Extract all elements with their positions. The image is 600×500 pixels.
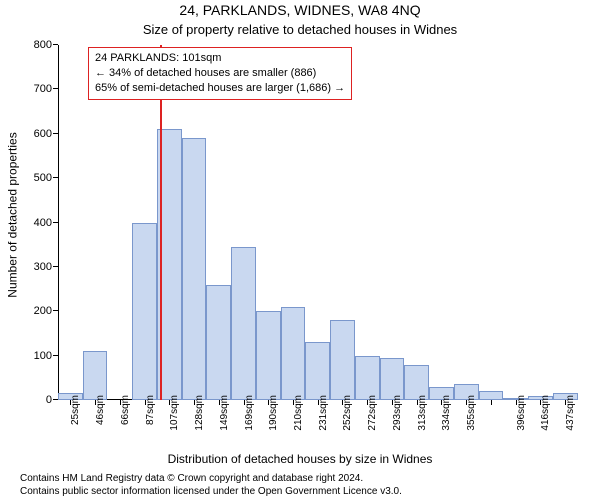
histogram-bar <box>355 356 380 400</box>
y-tick-label: 0 <box>46 394 58 406</box>
x-tick-label: 416sqm <box>540 395 551 431</box>
y-tick-label: 500 <box>34 172 58 184</box>
y-tick-mark <box>53 222 58 223</box>
histogram-bar <box>380 358 405 400</box>
chart-title: 24, PARKLANDS, WIDNES, WA8 4NQ <box>0 2 600 18</box>
histogram-bar <box>206 285 231 400</box>
y-tick-label: 300 <box>34 261 58 273</box>
histogram-bar <box>132 223 157 401</box>
y-tick-label: 700 <box>34 83 58 95</box>
x-tick-label: 272sqm <box>367 395 378 431</box>
y-tick-label: 600 <box>34 128 58 140</box>
y-tick-label: 800 <box>34 39 58 51</box>
annotation-line: ← 34% of detached houses are smaller (88… <box>95 66 345 81</box>
y-tick-mark <box>53 355 58 356</box>
x-tick-label: 107sqm <box>169 395 180 431</box>
x-tick-label: 87sqm <box>145 395 156 425</box>
x-tick-mark <box>491 400 492 405</box>
x-tick-label: 169sqm <box>244 395 255 431</box>
attribution: Contains HM Land Registry data © Crown c… <box>0 473 600 498</box>
y-tick-mark <box>53 133 58 134</box>
histogram-bar <box>231 247 256 400</box>
property-size-chart: 24, PARKLANDS, WIDNES, WA8 4NQ Size of p… <box>0 0 600 500</box>
y-axis-label: Number of detached properties <box>6 0 20 430</box>
y-tick-label: 200 <box>34 305 58 317</box>
x-tick-label: 25sqm <box>70 395 81 425</box>
y-tick-label: 100 <box>34 350 58 362</box>
x-tick-label: 46sqm <box>95 395 106 425</box>
annotation-line: 24 PARKLANDS: 101sqm <box>95 51 345 66</box>
y-tick-mark <box>53 44 58 45</box>
histogram-bar <box>83 351 108 400</box>
x-tick-label: 66sqm <box>120 395 131 425</box>
x-tick-label: 210sqm <box>293 395 304 431</box>
annotation-line: 65% of semi-detached houses are larger (… <box>95 81 345 96</box>
histogram-bar <box>256 311 281 400</box>
x-tick-label: 231sqm <box>318 395 329 431</box>
x-tick-label: 396sqm <box>516 395 527 431</box>
y-axis-line <box>58 45 59 400</box>
property-annotation: 24 PARKLANDS: 101sqm← 34% of detached ho… <box>88 47 352 100</box>
histogram-bar <box>305 342 330 400</box>
x-tick-label: 149sqm <box>219 395 230 431</box>
x-tick-label: 313sqm <box>417 395 428 431</box>
histogram-bar <box>281 307 306 400</box>
histogram-bar <box>182 138 207 400</box>
chart-subtitle: Size of property relative to detached ho… <box>0 22 600 37</box>
x-tick-label: 334sqm <box>441 395 452 431</box>
x-tick-label: 355sqm <box>466 395 477 431</box>
x-tick-label: 252sqm <box>342 395 353 431</box>
plot-area: 010020030040050060070080025sqm46sqm66sqm… <box>58 45 578 400</box>
y-tick-label: 400 <box>34 217 58 229</box>
x-tick-label: 128sqm <box>194 395 205 431</box>
x-tick-label: 190sqm <box>268 395 279 431</box>
y-tick-mark <box>53 177 58 178</box>
y-tick-mark <box>53 88 58 89</box>
y-tick-mark <box>53 310 58 311</box>
x-axis-label: Distribution of detached houses by size … <box>0 452 600 466</box>
x-tick-label: 437sqm <box>565 395 576 431</box>
attribution-line: Contains public sector information licen… <box>20 486 600 499</box>
histogram-bar <box>479 391 504 400</box>
attribution-line: Contains HM Land Registry data © Crown c… <box>20 473 600 486</box>
x-tick-label: 293sqm <box>392 395 403 431</box>
y-tick-mark <box>53 266 58 267</box>
histogram-bar <box>330 320 355 400</box>
